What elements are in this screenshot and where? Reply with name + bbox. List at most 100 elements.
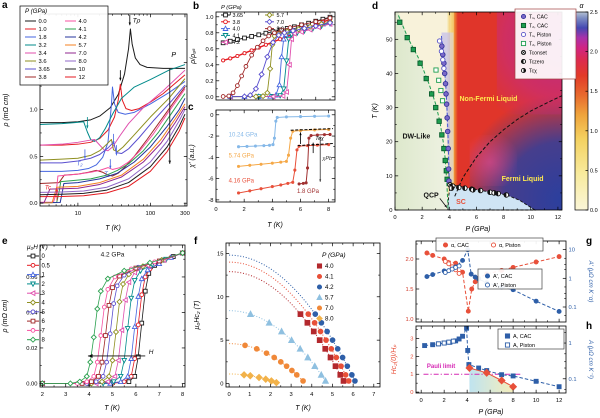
panel-g: 1.0 1.5 2.0 0.1 1 10 A' (μΩ cm K⁻α) α, CAC α, Pi… <box>386 235 600 323</box>
svg-text:0: 0 <box>220 382 223 388</box>
svg-text:0.6: 0.6 <box>205 47 213 53</box>
svg-text:2: 2 <box>269 392 272 398</box>
series-Tc-chi <box>448 185 497 196</box>
svg-text:8.0: 8.0 <box>325 316 334 323</box>
svg-text:2.0: 2.0 <box>405 257 413 263</box>
series-T2-line <box>397 15 449 209</box>
panel-h-label: h <box>586 321 593 332</box>
svg-text:30: 30 <box>386 106 392 112</box>
svg-text:3: 3 <box>64 392 67 398</box>
svg-text:10: 10 <box>528 215 534 221</box>
series-group <box>422 325 562 391</box>
svg-text:4.1: 4.1 <box>79 27 87 33</box>
series-f8.0 <box>229 371 281 387</box>
legend: P (GPa) 3.653.84.04.14.2 5.77.08.0 <box>221 5 284 46</box>
panel-c-chart: 0 2 4 6 8 0 -2 -4 -6 -8 T (K) χ' (a.u.) 10.24 GPa 5.7… <box>189 109 336 229</box>
svg-text:P (GPa): P (GPa) <box>25 8 47 15</box>
svg-text:ρ/ρ₉ₖ: ρ/ρ₉ₖ <box>190 47 197 65</box>
svg-text:6: 6 <box>42 319 46 325</box>
svg-text:300: 300 <box>180 211 190 217</box>
svg-text:1: 1 <box>569 276 572 282</box>
svg-text:3.6: 3.6 <box>39 59 47 65</box>
svg-text:5: 5 <box>111 392 114 398</box>
svg-text:8: 8 <box>42 338 46 344</box>
series-f4.1 <box>229 261 352 384</box>
svg-text:5.7: 5.7 <box>325 295 334 302</box>
svg-text:3: 3 <box>42 291 46 297</box>
svg-text:1.0: 1.0 <box>29 108 37 114</box>
svg-text:α: α <box>580 3 585 10</box>
series-P3.2 <box>39 64 186 142</box>
svg-text:0: 0 <box>410 390 413 396</box>
svg-text:0.5: 0.5 <box>590 168 598 174</box>
svg-text:Non-Fermi Liquid: Non-Fermi Liquid <box>459 96 517 103</box>
svg-text:T (K): T (K) <box>104 405 120 412</box>
panel-f: 0 1 2 3 4 5 6 7 0 5 10 15 T (K) μ₀Hc₂ (T) P (GPa) 4.0 4.… <box>190 235 386 418</box>
panel-b-chart: 0.0 0.2 0.4 0.6 0.8 1.0 ρ/ρ₉ₖ P (GPa) 3.653.84.0… <box>190 5 336 101</box>
svg-text:4: 4 <box>87 392 91 398</box>
colorbar: 0.0 0.5 1.0 1.5 2.0 2.5 α <box>574 3 598 214</box>
panel-e-label: e <box>2 236 8 247</box>
series-H4 <box>39 249 186 387</box>
svg-text:χPb: χPb <box>321 156 332 162</box>
svg-text:4: 4 <box>271 207 275 213</box>
svg-text:15: 15 <box>217 251 223 257</box>
svg-text:Tconset: Tconset <box>529 51 547 57</box>
svg-text:100: 100 <box>146 211 156 217</box>
svg-text:0.0: 0.0 <box>39 19 47 25</box>
series-P1.8 <box>40 81 186 172</box>
svg-text:Tcχ: Tcχ <box>529 69 537 75</box>
svg-text:7.0: 7.0 <box>277 20 285 26</box>
svg-text:4: 4 <box>466 398 470 404</box>
svg-text:-4: -4 <box>208 155 214 161</box>
svg-text:T₂: T₂ <box>77 162 84 168</box>
series-H2 <box>39 250 186 387</box>
svg-text:A, Piston: A, Piston <box>513 343 535 349</box>
svg-text:10: 10 <box>79 67 85 73</box>
legend: A', CAC A', Piston <box>477 268 543 290</box>
axes: 1.0 1.5 2.0 0.1 1 10 A' (μΩ cm K⁻α) <box>405 240 594 323</box>
panel-f-chart: 0 1 2 3 4 5 6 7 0 5 10 15 T (K) μ₀Hc₂ (T) P (GPa) 4.0 4.… <box>194 242 381 412</box>
series-H0.5 <box>39 250 186 386</box>
svg-text:0: 0 <box>42 254 46 260</box>
svg-text:ρ (mΩ cm): ρ (mΩ cm) <box>2 299 9 333</box>
svg-text:1.5: 1.5 <box>405 287 413 293</box>
svg-text:0.0: 0.0 <box>205 95 213 101</box>
svg-text:P: P <box>171 52 176 59</box>
panel-g-chart: 1.0 1.5 2.0 0.1 1 10 A' (μΩ cm K⁻α) α, CAC α, Pi… <box>405 237 594 323</box>
svg-text:2: 2 <box>421 215 424 221</box>
svg-text:0: 0 <box>420 398 423 404</box>
svg-text:1.0: 1.0 <box>205 15 213 21</box>
svg-text:5: 5 <box>42 310 46 316</box>
svg-text:A (μΩ cm K⁻²): A (μΩ cm K⁻²) <box>587 339 594 379</box>
annotations: Pauli limit <box>427 364 455 370</box>
series-A-Piston <box>435 338 456 347</box>
svg-text:4.2: 4.2 <box>79 35 87 41</box>
series-H5 <box>39 250 186 386</box>
series-group <box>397 15 563 209</box>
series-P3.65 <box>40 84 186 164</box>
svg-text:10: 10 <box>75 211 81 217</box>
svg-text:P (GPa): P (GPa) <box>465 226 490 233</box>
svg-text:T₁, Piston: T₁, Piston <box>529 33 551 39</box>
legend: T₁, CAC T₂, CAC T₁, Piston T₂, Piston Tconse… <box>514 8 577 80</box>
svg-text:1: 1 <box>410 372 413 378</box>
svg-text:10: 10 <box>217 295 223 301</box>
panel-h: 0 2 4 6 8 10 12 0 1 2 3 0.1 1 P (GPa) Hc₂(0)/Hₚ A (μΩ c… <box>386 323 600 418</box>
series-c10.24 <box>236 114 331 149</box>
svg-text:3.8: 3.8 <box>233 20 241 26</box>
svg-text:ρ (mΩ cm): ρ (mΩ cm) <box>3 93 10 127</box>
svg-text:QCP: QCP <box>424 193 440 200</box>
svg-text:μ₀H (T): μ₀H (T) <box>26 244 48 251</box>
svg-text:A, CAC: A, CAC <box>513 334 531 340</box>
svg-text:10: 10 <box>386 174 392 180</box>
svg-text:Tc: Tc <box>45 186 51 192</box>
svg-text:4.0: 4.0 <box>233 27 241 33</box>
svg-text:1.8 GPa: 1.8 GPa <box>297 189 320 195</box>
svg-text:Hc₂(0)/Hₚ: Hc₂(0)/Hₚ <box>391 345 398 375</box>
series-H6 <box>39 250 186 386</box>
svg-text:12: 12 <box>79 75 85 81</box>
series-P4.2 <box>39 98 186 204</box>
